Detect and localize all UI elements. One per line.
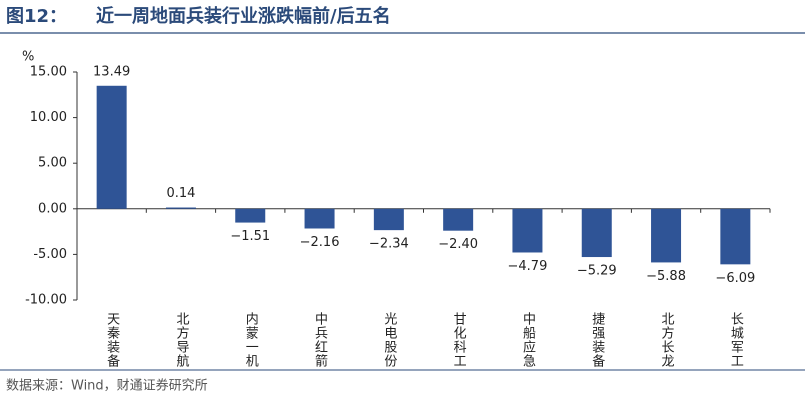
value-label: 13.49 [93, 64, 130, 79]
y-tick-label: -10.00 [25, 293, 67, 308]
bar [165, 207, 196, 209]
value-label: −2.34 [369, 237, 409, 252]
figure-label: 图12： [6, 6, 67, 27]
x-tick-label: 中船应急 [520, 312, 536, 368]
bar [512, 208, 543, 253]
value-label: −4.79 [508, 259, 548, 274]
y-tick-label: 15.00 [30, 65, 67, 80]
bar [443, 208, 474, 231]
value-label: −5.88 [646, 269, 686, 284]
bar [651, 208, 682, 263]
y-tick-label: 0.00 [38, 201, 67, 216]
value-label: −2.40 [438, 237, 478, 252]
value-label: −6.09 [715, 271, 755, 286]
x-tick-label: 捷强装备 [589, 312, 605, 368]
x-tick-label: 北方长龙 [659, 312, 675, 368]
value-label: −5.29 [577, 264, 617, 279]
x-tick-label: 北方导航 [173, 312, 189, 368]
x-tick-label: 内蒙一机 [243, 311, 259, 368]
x-tick-label: 天秦装备 [104, 312, 120, 368]
x-tick-label: 中兵红箭 [312, 312, 328, 368]
bar [373, 208, 404, 231]
bar [235, 208, 266, 223]
source-note: 数据来源：Wind，财通证券研究所 [6, 378, 208, 394]
bar [581, 208, 612, 258]
bar [304, 208, 335, 229]
x-tick-label: 长城军工 [728, 312, 744, 368]
y-axis-label: % [22, 50, 34, 65]
value-label: 0.14 [166, 186, 195, 201]
bar [720, 208, 751, 265]
x-tick-label: 光电股份 [381, 312, 397, 368]
value-label: −1.51 [230, 229, 270, 244]
x-tick-label: 甘化科工 [451, 312, 467, 368]
y-tick-label: 5.00 [38, 156, 67, 171]
y-tick-label: 10.00 [30, 110, 67, 125]
bar [96, 85, 127, 209]
chart-title: 近一周地面兵装行业涨跌幅前/后五名 [96, 5, 391, 27]
y-tick-label: -5.00 [33, 247, 67, 262]
value-label: −2.16 [300, 235, 340, 250]
